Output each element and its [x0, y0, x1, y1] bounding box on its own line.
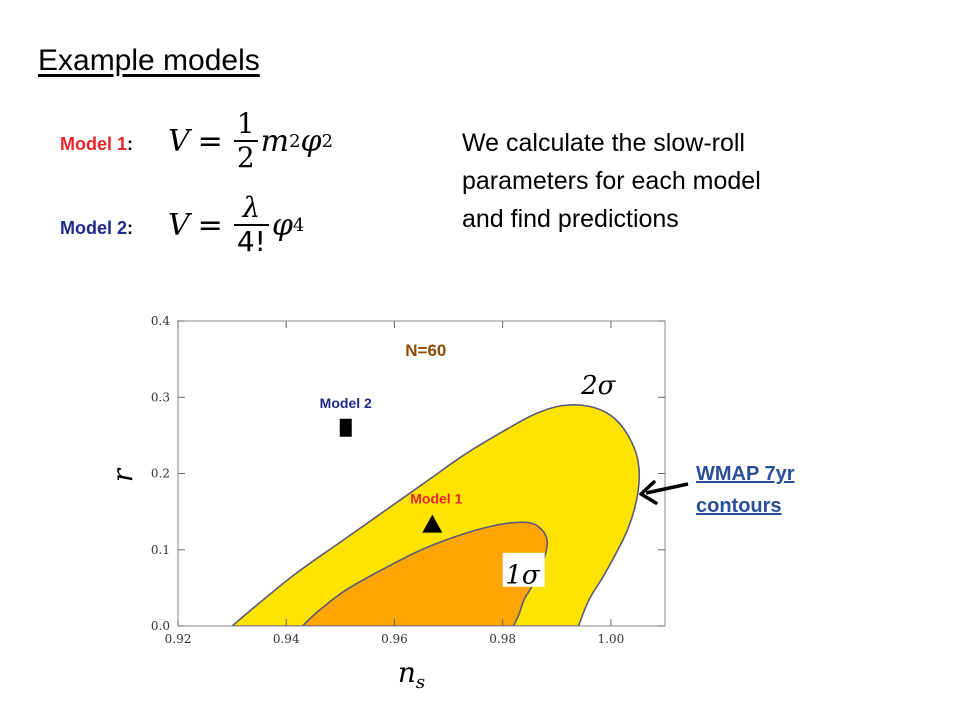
y-tick-label: 0.3 [151, 390, 170, 404]
formula-1-phi-exponent: 2 [321, 130, 334, 152]
formula-1-fraction: 1 2 [233, 107, 258, 174]
description-line-1: We calculate the slow-roll [462, 129, 745, 157]
x-tick-label: 0.92 [165, 632, 192, 646]
description-line-3: and find predictions [462, 205, 679, 233]
formula-2-equals: = [197, 207, 223, 243]
region-label-1sigma: 1σ [505, 560, 541, 590]
model-1-marker [422, 514, 443, 533]
formula-2-fraction: λ 4! [233, 191, 269, 258]
region-label-1sigma-bg [502, 552, 545, 587]
slide-title: Example models [38, 44, 260, 77]
model-2-marker [339, 418, 352, 437]
y-tick-label: 0.1 [151, 543, 170, 557]
model-2-point-label: Model 2 [320, 395, 372, 411]
formula-1-denominator: 2 [233, 140, 258, 174]
model-1-colon: : [127, 134, 134, 154]
formula-1-numerator: 1 [236, 107, 255, 140]
model-2-colon: : [127, 218, 134, 238]
x-tick-label: 0.96 [381, 632, 408, 646]
model-1-label: Model 1: [60, 134, 133, 155]
formula-1-mass: m [260, 123, 290, 159]
formula-1-phi: φ [300, 123, 322, 159]
arrow-head [639, 480, 658, 505]
formula-2-denominator: 4! [233, 224, 269, 258]
formula-2-phi: φ [271, 207, 293, 243]
formula-1-mass-exponent: 2 [289, 130, 301, 152]
confidence-region-2 [301, 521, 549, 626]
y-axis-label: r [106, 467, 139, 482]
x-tick-label: 0.98 [489, 632, 516, 646]
region-label-2sigma: 2σ [580, 371, 617, 401]
formula-2-phi-exponent: 4 [292, 214, 305, 236]
wmap-line-1: WMAP 7yr [696, 463, 795, 485]
chart-title: N=60 [405, 341, 446, 360]
arrow-shaft [645, 482, 689, 495]
y-tick-label: 0.0 [151, 619, 170, 633]
model-1-point-label: Model 1 [410, 491, 462, 507]
formula-1-equals: = [197, 123, 223, 159]
formula-1-lhs: V [168, 123, 190, 159]
x-axis-label: ns [398, 656, 425, 693]
description-text: We calculate the slow-roll parameters fo… [462, 124, 862, 238]
x-tick-label: 0.94 [273, 632, 300, 646]
formula-2-numerator: λ [242, 191, 261, 224]
model-2-name: Model 2 [60, 218, 128, 238]
formula-2-lhs: V [168, 207, 190, 243]
model-2-label: Model 2: [60, 218, 133, 239]
model-1-name: Model 1 [60, 134, 128, 154]
y-tick-label: 0.4 [151, 314, 170, 328]
wmap-contours-link[interactable]: WMAP 7yr contours [696, 458, 795, 522]
wmap-line-2: contours [696, 495, 782, 517]
description-line-2: parameters for each model [462, 167, 761, 195]
x-tick-label: 1.00 [598, 632, 625, 646]
y-tick-label: 0.2 [151, 467, 170, 481]
